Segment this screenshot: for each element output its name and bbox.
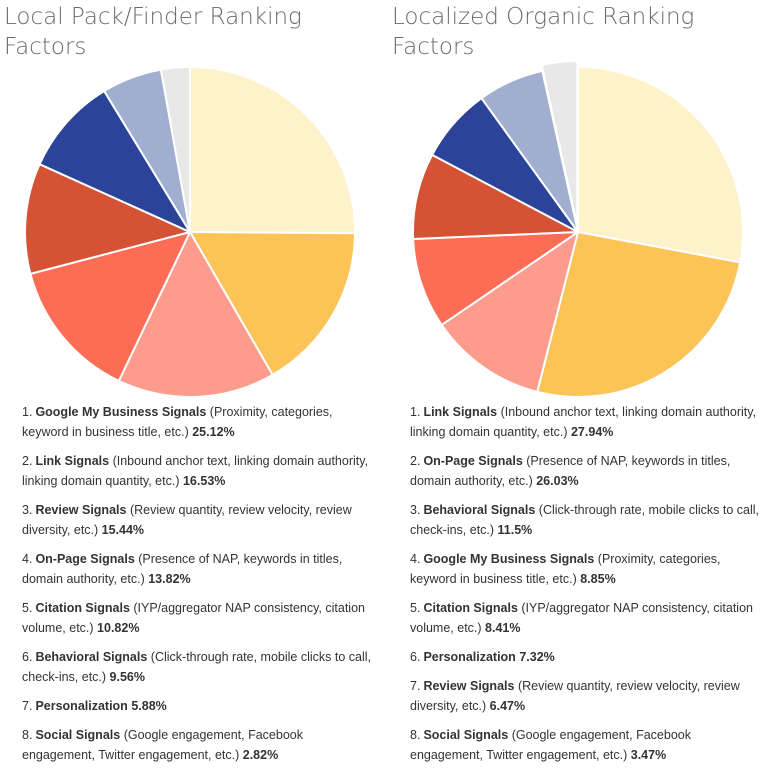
legend-rank: 1. bbox=[22, 405, 33, 419]
legend-detail: (Click-through rate, mobile clicks to ca… bbox=[410, 503, 759, 537]
pie-slice bbox=[189, 231, 356, 376]
legend-item: 6. Behavioral Signals (Click-through rate… bbox=[22, 647, 372, 687]
legend-list: 1. Google My Business Signals (Proximity,… bbox=[22, 402, 372, 774]
chart-title: Local Pack/Finder Ranking Factors bbox=[4, 4, 302, 60]
legend-label: Personalization bbox=[423, 650, 516, 664]
legend-value: 16.53% bbox=[182, 474, 226, 488]
legend-item: 7. Personalization 5.88% bbox=[22, 696, 372, 716]
pie-slice bbox=[412, 231, 579, 326]
legend-detail: (Inbound anchor text, linking domain aut… bbox=[22, 454, 369, 488]
legend-detail: (Review quantity, review velocity, revie… bbox=[410, 679, 740, 713]
pie-slice bbox=[117, 231, 274, 398]
pie-slice bbox=[577, 66, 744, 264]
pie-chart bbox=[24, 66, 356, 398]
legend-value: 10.82% bbox=[97, 621, 140, 635]
legend-label: Link Signals bbox=[35, 454, 110, 468]
legend-value: 2.82% bbox=[242, 748, 279, 762]
chart-title: Localized Organic Ranking Factors bbox=[392, 4, 695, 60]
legend-detail: (Presence of NAP, keywords in titles, do… bbox=[22, 552, 343, 586]
legend-rank: 3. bbox=[22, 503, 33, 517]
legend-value: 11.5% bbox=[497, 523, 533, 537]
legend-item: 5. Citation Signals (IYP/aggregator NAP c… bbox=[22, 598, 372, 638]
legend-rank: 4. bbox=[22, 552, 33, 566]
legend-label: Citation Signals bbox=[423, 601, 518, 615]
legend-rank: 3. bbox=[410, 503, 421, 517]
legend-value: 8.85% bbox=[580, 572, 616, 586]
legend-detail: (IYP/aggregator NAP consistency, citatio… bbox=[410, 601, 753, 635]
legend-label: Review Signals bbox=[35, 503, 127, 517]
legend-value: 25.12% bbox=[192, 425, 235, 439]
pie-slice bbox=[536, 231, 742, 398]
legend-list: 1. Link Signals (Inbound anchor text, lin… bbox=[410, 402, 760, 774]
pie-slice bbox=[440, 231, 579, 393]
legend-detail: (Google engagement, Facebook engagement,… bbox=[22, 728, 303, 762]
legend-label: Personalization bbox=[35, 699, 128, 713]
legend-rank: 7. bbox=[22, 699, 33, 713]
legend-label: Social Signals bbox=[35, 728, 121, 742]
legend-detail: (Google engagement, Facebook engagement,… bbox=[410, 728, 691, 762]
legend-item: 7. Review Signals (Review quantity, revie… bbox=[410, 676, 760, 716]
pie-slice bbox=[412, 153, 579, 240]
legend-detail: (IYP/aggregator NAP consistency, citatio… bbox=[22, 601, 365, 635]
legend-item: 6. Personalization 7.32% bbox=[410, 647, 760, 667]
legend-detail: (Click-through rate, mobile clicks to ca… bbox=[22, 650, 371, 684]
legend-label: Google My Business Signals bbox=[35, 405, 207, 419]
legend-item: 3. Behavioral Signals (Click-through rate… bbox=[410, 500, 760, 540]
legend-rank: 5. bbox=[410, 601, 421, 615]
legend-rank: 8. bbox=[410, 728, 421, 742]
legend-rank: 4. bbox=[410, 552, 421, 566]
legend-item: 8. Social Signals (Google engagement, Fac… bbox=[22, 725, 372, 765]
legend-detail: (Presence of NAP, keywords in titles, do… bbox=[410, 454, 731, 488]
legend-value: 5.88% bbox=[131, 699, 167, 713]
pie-slice bbox=[189, 66, 356, 235]
legend-rank: 2. bbox=[410, 454, 421, 468]
pie-slice bbox=[540, 60, 579, 228]
legend-rank: 8. bbox=[22, 728, 33, 742]
legend-label: Review Signals bbox=[423, 679, 515, 693]
legend-value: 7.32% bbox=[519, 650, 555, 664]
legend-item: 1. Google My Business Signals (Proximity,… bbox=[22, 402, 372, 442]
local-pack-chart: Local Pack/Finder Ranking Factors 1. Goog… bbox=[0, 0, 380, 772]
legend-label: On-Page Signals bbox=[35, 552, 135, 566]
legend-value: 8.41% bbox=[485, 621, 521, 635]
legend-rank: 6. bbox=[410, 650, 421, 664]
legend-rank: 2. bbox=[22, 454, 33, 468]
legend-detail: (Proximity, categories, keyword in busin… bbox=[22, 405, 333, 439]
legend-item: 2. Link Signals (Inbound anchor text, lin… bbox=[22, 451, 372, 491]
legend-label: Behavioral Signals bbox=[35, 650, 148, 664]
legend-detail: (Review quantity, review velocity, revie… bbox=[22, 503, 352, 537]
legend-value: 9.56% bbox=[109, 670, 145, 684]
pie-chart bbox=[412, 60, 744, 398]
legend-label: On-Page Signals bbox=[423, 454, 523, 468]
legend-item: 4. Google My Business Signals (Proximity,… bbox=[410, 549, 760, 589]
legend-detail: (Proximity, categories, keyword in busin… bbox=[410, 552, 721, 586]
legend-item: 4. On-Page Signals (Presence of NAP, keyw… bbox=[22, 549, 372, 589]
legend-value: 3.47% bbox=[630, 748, 667, 762]
legend-item: 5. Citation Signals (IYP/aggregator NAP c… bbox=[410, 598, 760, 638]
legend-detail: (Inbound anchor text, linking domain aut… bbox=[410, 405, 757, 439]
localized-organic-chart: Localized Organic Ranking Factors 1. Link… bbox=[388, 0, 768, 772]
legend-value: 26.03% bbox=[536, 474, 579, 488]
pie-slice bbox=[38, 90, 191, 233]
legend-rank: 5. bbox=[22, 601, 33, 615]
legend-rank: 6. bbox=[22, 650, 33, 664]
legend-value: 27.94% bbox=[570, 425, 614, 439]
legend-item: 1. Link Signals (Inbound anchor text, lin… bbox=[410, 402, 760, 442]
legend-label: Social Signals bbox=[423, 728, 509, 742]
legend-value: 6.47% bbox=[489, 699, 526, 713]
pie-slice bbox=[159, 66, 191, 233]
legend-item: 3. Review Signals (Review quantity, revie… bbox=[22, 500, 372, 540]
legend-value: 13.82% bbox=[148, 572, 191, 586]
legend-label: Google My Business Signals bbox=[423, 552, 595, 566]
legend-label: Link Signals bbox=[423, 405, 498, 419]
pie-slice bbox=[29, 231, 191, 382]
legend-label: Citation Signals bbox=[35, 601, 130, 615]
legend-item: 8. Social Signals (Google engagement, Fac… bbox=[410, 725, 760, 765]
legend-value: 15.44% bbox=[101, 523, 145, 537]
pie-slice bbox=[24, 163, 191, 275]
legend-rank: 7. bbox=[410, 679, 421, 693]
legend-rank: 1. bbox=[410, 405, 421, 419]
legend-label: Behavioral Signals bbox=[423, 503, 536, 517]
legend-item: 2. On-Page Signals (Presence of NAP, keyw… bbox=[410, 451, 760, 491]
